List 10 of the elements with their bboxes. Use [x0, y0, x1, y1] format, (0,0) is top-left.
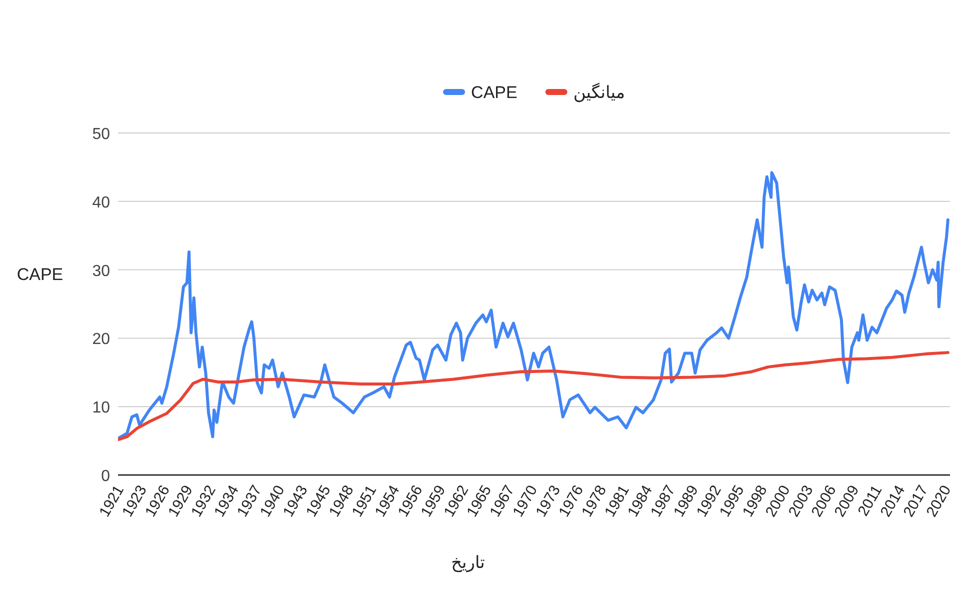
y-tick-label: 50	[92, 126, 110, 143]
y-axis-title: CAPE	[16, 265, 64, 284]
y-tick-label: 40	[92, 194, 110, 212]
legend-label: میانگین	[573, 82, 625, 103]
y-tick-label: 20	[92, 331, 110, 348]
y-tick-label: 30	[92, 262, 110, 280]
legend-label: CAPE	[471, 83, 518, 102]
y-tick-label: 0	[101, 468, 110, 485]
x-axis-title: تاریخ	[451, 553, 486, 573]
y-tick-label: 10	[92, 400, 110, 417]
